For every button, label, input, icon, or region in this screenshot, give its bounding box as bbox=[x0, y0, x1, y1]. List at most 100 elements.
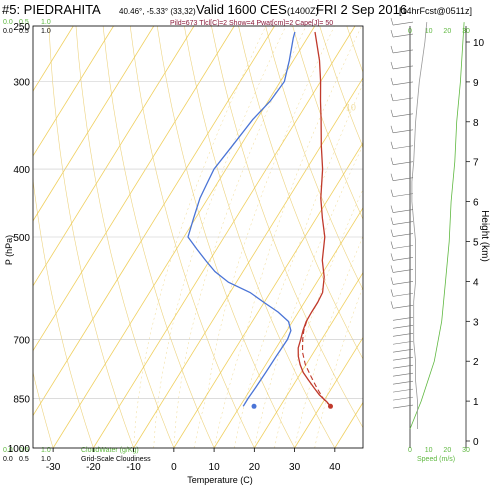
dry-adiabat bbox=[33, 177, 94, 448]
height-tick-label: 5 bbox=[473, 238, 479, 249]
dry-adiabat bbox=[33, 371, 54, 448]
height-tick-label: 6 bbox=[473, 198, 479, 209]
wind-barb bbox=[392, 380, 414, 385]
isotherm-line bbox=[294, 336, 363, 448]
wind-barb-flag bbox=[390, 45, 394, 54]
moist-adiabat bbox=[233, 83, 363, 448]
height-axis: 0 1 2 3 4 5 6 7 8 9 10 bbox=[466, 38, 485, 448]
surface-temperature-marker bbox=[327, 403, 333, 409]
cloud-axis-tick: 0.5 bbox=[19, 19, 29, 26]
wind-barb bbox=[392, 372, 414, 377]
x-tick-label: -20 bbox=[86, 462, 101, 473]
plot-frame bbox=[32, 25, 364, 449]
moist-adiabat bbox=[294, 235, 363, 448]
station-coords: 40.46°, -5.33° (33,32) bbox=[119, 7, 196, 16]
height-tick-label: 8 bbox=[473, 118, 479, 129]
wind-barb-flag bbox=[390, 77, 394, 85]
pressure-tick-label: 700 bbox=[13, 335, 30, 346]
moist-adiabat bbox=[153, 26, 287, 448]
height-tick-label: 4 bbox=[473, 277, 479, 288]
wind-barb-flag bbox=[390, 205, 394, 213]
wind-barb-flag bbox=[390, 141, 394, 149]
isotherm-label: 10 bbox=[423, 103, 433, 113]
wind-barb-flag bbox=[390, 277, 394, 285]
wind-barb bbox=[392, 113, 414, 118]
speed-tick-top: 20 bbox=[443, 28, 451, 35]
isotherm-label: 20 bbox=[464, 103, 474, 113]
wind-barb-flag bbox=[390, 17, 394, 26]
wind-barb bbox=[392, 233, 414, 237]
dry-adiabat bbox=[265, 26, 363, 291]
dewpoint-curve bbox=[187, 31, 296, 407]
pressure-tick-label: 1000 bbox=[8, 444, 31, 455]
y-axis-title: P (hPa) bbox=[4, 235, 14, 265]
moist-adiabat bbox=[314, 286, 363, 448]
height-tick-label: 0 bbox=[473, 437, 479, 448]
wind-barb bbox=[392, 221, 414, 225]
wind-barb bbox=[392, 209, 414, 213]
cloud-axis-tick: 1.0 bbox=[41, 28, 51, 35]
pressure-axis: 250 300 400 500 700 850 1000 bbox=[8, 22, 31, 455]
wind-barb-flag bbox=[390, 61, 394, 70]
temperature-curve bbox=[297, 31, 332, 407]
speed-tick-top: 10 bbox=[425, 28, 433, 35]
wind-barb bbox=[392, 21, 414, 26]
wind-barb bbox=[392, 145, 414, 150]
cloud-water-label: CloudWater (g/Kg) bbox=[81, 447, 139, 454]
dry-adiabat bbox=[292, 26, 363, 220]
moist-adiabat bbox=[254, 144, 363, 448]
wind-barb bbox=[392, 245, 414, 249]
wind-barb bbox=[392, 324, 414, 329]
x-axis-title: Temperature (C) bbox=[187, 475, 253, 485]
moist-adiabat bbox=[274, 188, 363, 448]
cloudiness-label: Grid-Scale Cloudiness bbox=[81, 456, 151, 463]
dry-adiabat bbox=[238, 26, 363, 360]
wind-barb bbox=[392, 81, 414, 86]
cloud-axis-tick: 0.5 bbox=[19, 456, 29, 463]
wind-barb-flag bbox=[390, 265, 394, 273]
wind-barb bbox=[392, 305, 414, 309]
forecast-tag: [14hrFcst@0511z] bbox=[399, 6, 472, 16]
height-tick-label: 2 bbox=[473, 357, 479, 368]
cloud-axis-tick: 0.0 bbox=[3, 28, 13, 35]
wind-speed-profile bbox=[409, 22, 465, 430]
speed-axis-label: Speed (m/s) bbox=[417, 456, 455, 463]
speed-tick-top: 0 bbox=[408, 28, 412, 35]
wind-barb-flag bbox=[390, 217, 394, 225]
wind-barb-flag bbox=[390, 93, 394, 101]
wind-barb-flag bbox=[390, 253, 394, 261]
speed-tick-bottom: 10 bbox=[425, 447, 433, 454]
pressure-tick-label: 250 bbox=[13, 22, 30, 33]
wind-barb-flag bbox=[390, 157, 394, 165]
pressure-tick-label: 400 bbox=[13, 165, 30, 176]
cloud-axis-tick: 0.5 bbox=[19, 28, 29, 35]
cloud-axis-tick: 0.0 bbox=[3, 447, 13, 454]
moist-adiabat bbox=[193, 26, 335, 448]
pressure-tick-label: 300 bbox=[13, 78, 30, 89]
wind-barb-flag bbox=[390, 289, 394, 297]
dry-adiabat bbox=[184, 26, 336, 448]
isotherm-line bbox=[33, 26, 155, 222]
top-cloud-axis: 0.0 0.5 1.0 0.0 0.5 1.0 bbox=[3, 19, 51, 35]
height-tick-label: 10 bbox=[473, 38, 485, 49]
x-tick-label: 30 bbox=[289, 462, 301, 473]
wind-barb bbox=[392, 129, 414, 134]
wind-barb bbox=[392, 161, 414, 165]
pressure-tick-label: 850 bbox=[13, 395, 30, 406]
wind-barb bbox=[392, 348, 414, 353]
x-tick-label: -30 bbox=[46, 462, 61, 473]
wind-barb bbox=[392, 356, 414, 361]
wind-barb bbox=[392, 97, 414, 102]
wind-barb-flag bbox=[390, 241, 394, 249]
wind-barb-flag bbox=[390, 229, 394, 237]
x-tick-label: 40 bbox=[329, 462, 341, 473]
cloud-axis-tick: 0.0 bbox=[3, 19, 13, 26]
dry-adiabat bbox=[48, 26, 134, 448]
wind-barb bbox=[392, 33, 414, 38]
height-tick-label: 3 bbox=[473, 317, 479, 328]
bottom-cloud-axis: 0.0 0.5 1.0 0.0 0.5 1.0 CloudWater (g/Kg) Grid-… bbox=[3, 447, 151, 463]
speed-tick-bottom: 0 bbox=[408, 447, 412, 454]
wind-barb bbox=[392, 293, 414, 297]
wind-barb bbox=[392, 193, 414, 197]
isotherm-label: 0 bbox=[383, 103, 388, 113]
